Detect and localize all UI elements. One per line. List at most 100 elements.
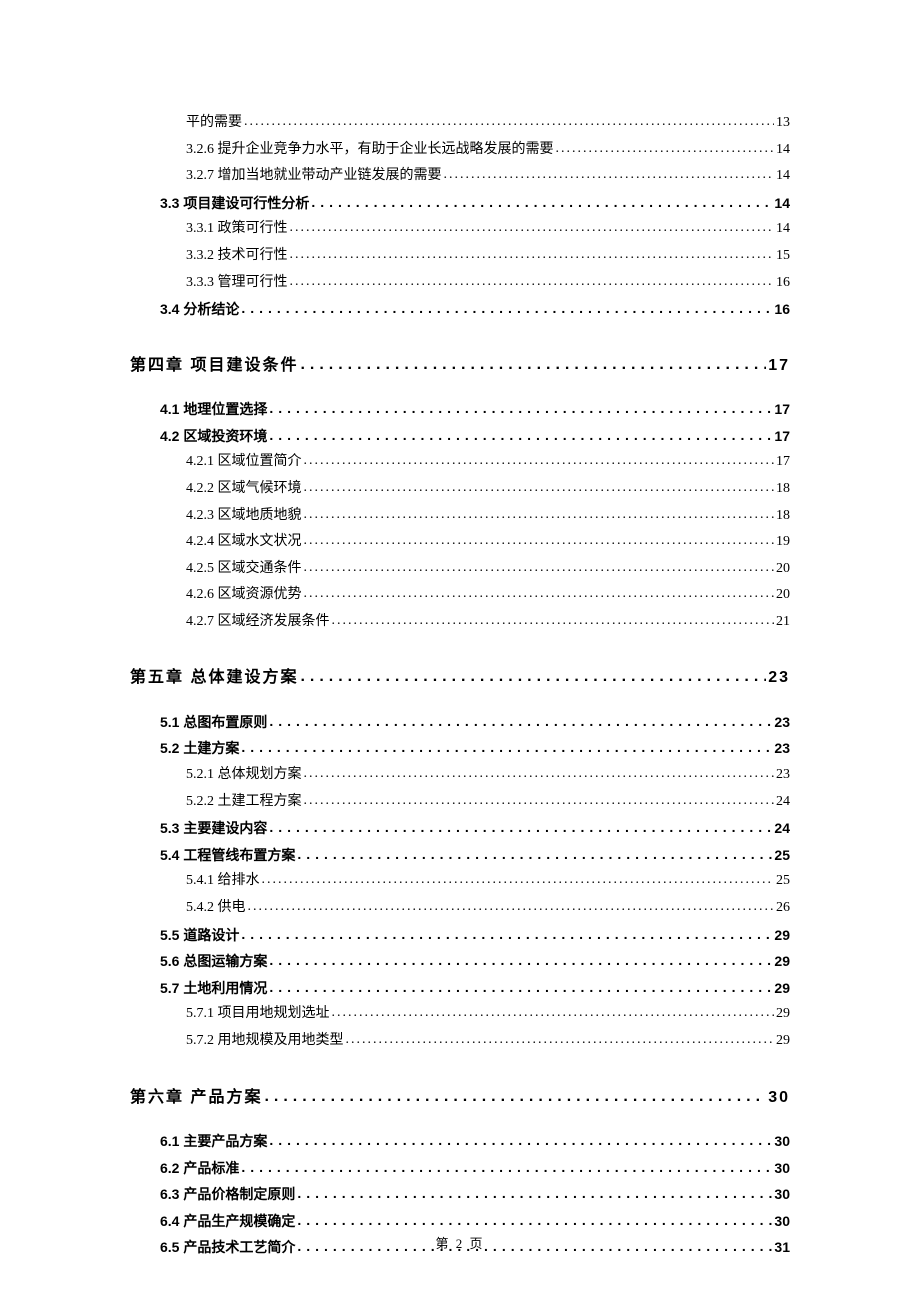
toc-leader: ........................................…	[304, 448, 775, 475]
table-of-contents: 平的需要....................................…	[130, 110, 790, 1261]
toc-entry-subsection: 5.4.1 给排水...............................…	[186, 868, 790, 895]
toc-label: 4.2.2 区域气候环境	[186, 476, 302, 503]
toc-label: 3.3.1 政策可行性	[186, 216, 288, 243]
toc-page-number: 17	[774, 396, 790, 423]
toc-entry-section: 5.4 工程管线布置方案............................…	[160, 842, 790, 869]
toc-leader: ........................................…	[304, 788, 775, 815]
toc-page-number: 19	[776, 529, 790, 556]
toc-entry-section: 3.3 项目建设可行性分析...........................…	[160, 190, 790, 217]
toc-label: 4.2.4 区域水文状况	[186, 529, 302, 556]
toc-label: 5.3 主要建设内容	[160, 815, 267, 842]
toc-entry-section: 6.4 产品生产规模确定............................…	[160, 1208, 790, 1235]
toc-entry-subsection: 3.3.1 政策可行性.............................…	[186, 216, 790, 243]
toc-leader: ........................................…	[304, 761, 775, 788]
toc-leader: ........................................…	[269, 422, 772, 449]
toc-label: 5.7.1 项目用地规划选址	[186, 1001, 330, 1028]
toc-page-number: 20	[776, 556, 790, 583]
toc-label: 5.2.2 土建工程方案	[186, 789, 302, 816]
toc-entry-section: 5.1 总图布置原则..............................…	[160, 709, 790, 736]
toc-leader: ........................................…	[304, 581, 775, 608]
toc-page-number: 24	[776, 789, 790, 816]
toc-label: 6.1 主要产品方案	[160, 1128, 267, 1155]
toc-label: 第六章 产品方案	[130, 1083, 262, 1113]
toc-label: 5.2.1 总体规划方案	[186, 762, 302, 789]
toc-label: 5.4.1 给排水	[186, 868, 260, 895]
toc-label: 4.2.1 区域位置简介	[186, 449, 302, 476]
toc-leader: ........................................…	[269, 947, 772, 974]
toc-label: 4.2.5 区域交通条件	[186, 556, 302, 583]
toc-entry-subsection: 5.7.1 项目用地规划选址..........................…	[186, 1001, 790, 1028]
toc-entry-chapter: 第五章 总体建设方案..............................…	[130, 663, 790, 693]
toc-entry-section: 5.3 主要建设内容..............................…	[160, 815, 790, 842]
toc-leader: ........................................…	[297, 1207, 772, 1234]
toc-label: 4.2 区域投资环境	[160, 423, 267, 450]
toc-page-number: 18	[776, 503, 790, 530]
toc-entry-subsection: 5.7.2 用地规模及用地类型.........................…	[186, 1028, 790, 1055]
toc-label: 4.2.6 区域资源优势	[186, 582, 302, 609]
toc-page-number: 14	[774, 190, 790, 217]
toc-entry-subsection: 5.2.1 总体规划方案............................…	[186, 762, 790, 789]
toc-entry-subsection: 5.2.2 土建工程方案............................…	[186, 789, 790, 816]
toc-label: 5.1 总图布置原则	[160, 709, 267, 736]
toc-label: 4.2.7 区域经济发展条件	[186, 609, 330, 636]
toc-label: 4.2.3 区域地质地貌	[186, 503, 302, 530]
toc-page-number: 29	[774, 922, 790, 949]
toc-page-number: 16	[776, 270, 790, 297]
toc-page-number: 30	[774, 1181, 790, 1208]
toc-leader: ........................................…	[311, 189, 772, 216]
toc-entry-subsection: 4.2.6 区域资源优势............................…	[186, 582, 790, 609]
toc-entry-subsection: 平的需要....................................…	[186, 110, 790, 137]
toc-entry-subsection: 4.2.5 区域交通条件............................…	[186, 556, 790, 583]
toc-leader: ........................................…	[332, 1000, 775, 1027]
toc-page-number: 13	[776, 110, 790, 137]
toc-leader: ........................................…	[248, 894, 775, 921]
toc-entry-section: 3.4 分析结论................................…	[160, 296, 790, 323]
toc-label: 第五章 总体建设方案	[130, 663, 298, 693]
toc-leader: ........................................…	[304, 502, 775, 529]
toc-page-number: 23	[776, 762, 790, 789]
toc-page-number: 14	[776, 137, 790, 164]
toc-entry-section: 4.2 区域投资环境..............................…	[160, 423, 790, 450]
toc-page-number: 23	[768, 663, 790, 693]
toc-page-number: 23	[774, 735, 790, 762]
toc-leader: ........................................…	[290, 215, 775, 242]
toc-entry-subsection: 4.2.1 区域位置简介............................…	[186, 449, 790, 476]
toc-leader: ........................................…	[241, 921, 772, 948]
toc-page-number: 25	[776, 868, 790, 895]
toc-entry-chapter: 第四章 项目建设条件..............................…	[130, 351, 790, 381]
toc-entry-subsection: 5.4.2 供电................................…	[186, 895, 790, 922]
toc-entry-section: 4.1 地理位置选择..............................…	[160, 396, 790, 423]
toc-page-number: 30	[774, 1128, 790, 1155]
toc-leader: ........................................…	[346, 1027, 775, 1054]
toc-label: 3.3.2 技术可行性	[186, 243, 288, 270]
toc-page-number: 30	[774, 1155, 790, 1182]
toc-label: 5.5 道路设计	[160, 922, 239, 949]
toc-label: 5.4 工程管线布置方案	[160, 842, 295, 869]
toc-entry-subsection: 4.2.2 区域气候环境............................…	[186, 476, 790, 503]
toc-leader: ........................................…	[269, 974, 772, 1001]
toc-label: 3.2.7 增加当地就业带动产业链发展的需要	[186, 163, 442, 190]
toc-entry-section: 5.6 总图运输方案..............................…	[160, 948, 790, 975]
toc-page-number: 30	[768, 1083, 790, 1113]
toc-entry-section: 6.1 主要产品方案..............................…	[160, 1128, 790, 1155]
toc-entry-section: 5.7 土地利用情况..............................…	[160, 975, 790, 1002]
toc-label: 4.1 地理位置选择	[160, 396, 267, 423]
toc-page-number: 29	[776, 1028, 790, 1055]
toc-label: 3.3.3 管理可行性	[186, 270, 288, 297]
toc-leader: ........................................…	[264, 1082, 766, 1112]
toc-page-number: 29	[774, 948, 790, 975]
toc-entry-chapter: 第六章 产品方案................................…	[130, 1083, 790, 1113]
toc-label: 6.4 产品生产规模确定	[160, 1208, 295, 1235]
toc-page-number: 24	[774, 815, 790, 842]
toc-label: 5.2 土建方案	[160, 735, 239, 762]
toc-page-number: 20	[776, 582, 790, 609]
toc-page-number: 30	[774, 1208, 790, 1235]
toc-leader: ........................................…	[269, 1127, 772, 1154]
toc-label: 3.2.6 提升企业竞争力水平，有助于企业长远战略发展的需要	[186, 137, 554, 164]
toc-page-number: 17	[768, 351, 790, 381]
toc-leader: ........................................…	[300, 662, 766, 692]
toc-label: 5.7 土地利用情况	[160, 975, 267, 1002]
toc-page-number: 23	[774, 709, 790, 736]
toc-page-number: 29	[774, 975, 790, 1002]
toc-leader: ........................................…	[297, 1180, 772, 1207]
